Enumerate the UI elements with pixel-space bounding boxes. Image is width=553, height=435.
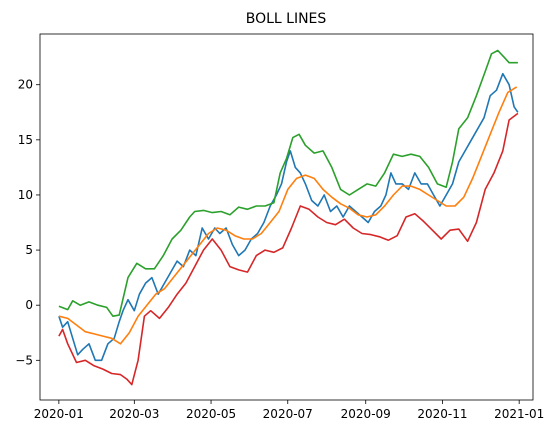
- x-tick-label: 2020-05: [186, 407, 236, 421]
- x-tick-label: 2020-11: [417, 407, 467, 421]
- x-tick-label: 2020-07: [263, 407, 313, 421]
- y-tick-label: 0: [25, 298, 33, 312]
- y-tick-label: 20: [18, 78, 33, 92]
- x-tick-label: 2020-03: [109, 407, 159, 421]
- y-axis: −5 0 5 10 15 20: [15, 78, 40, 367]
- y-tick-label: 15: [18, 133, 33, 147]
- y-tick-label: −5: [15, 353, 33, 367]
- x-axis: 2020-01 2020-03 2020-05 2020-07 2020-09 2020-…: [34, 400, 544, 421]
- series-line-2: [58, 86, 518, 345]
- plot-frame: [39, 33, 534, 401]
- series-line-4: [58, 112, 519, 386]
- chart-title: BOLL LINES: [246, 11, 327, 27]
- series-line-3: [58, 49, 518, 318]
- x-tick-label: 2021-01: [494, 407, 544, 421]
- series-line-1: [58, 72, 519, 362]
- x-tick-label: 2020-01: [34, 407, 84, 421]
- x-tick-label: 2020-09: [341, 407, 391, 421]
- y-tick-label: 5: [25, 243, 33, 257]
- series-layer: [58, 49, 519, 386]
- y-tick-label: 10: [18, 188, 33, 202]
